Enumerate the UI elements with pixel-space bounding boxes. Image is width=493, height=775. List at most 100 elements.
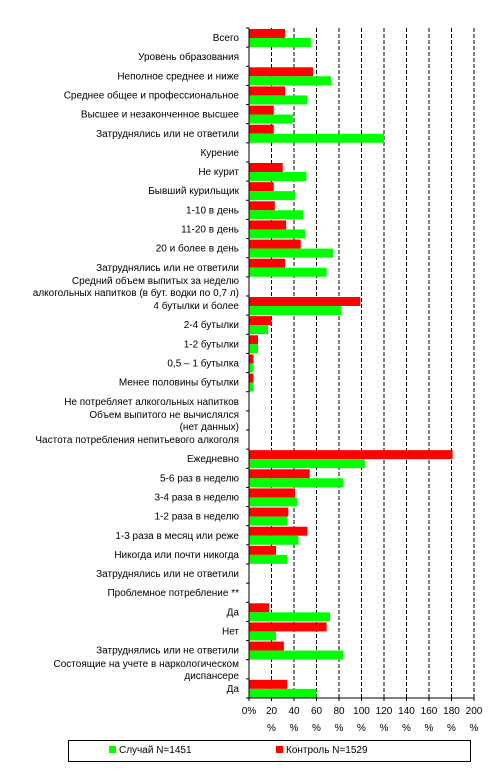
- category-label: 1-10 в день: [186, 205, 239, 216]
- bar-case: [249, 95, 308, 105]
- x-tick-unit: %: [425, 723, 434, 734]
- category-label: Среднее общее и профессиональное: [64, 90, 240, 102]
- bar-case: [249, 612, 330, 622]
- bar-control: [249, 603, 270, 613]
- category-label: Никогда или почти никогда: [114, 550, 239, 561]
- x-tick-label: 60: [311, 706, 323, 717]
- category-label: Высшее и незаконченное высшее: [81, 110, 240, 121]
- category-label: Средний объем выпитых за неделю: [72, 275, 240, 287]
- category-label: 1-3 раза в месяц или реже: [115, 531, 239, 542]
- category-label: Бывший курильщик: [148, 186, 239, 197]
- bar-control: [249, 316, 272, 326]
- bar-case: [249, 631, 276, 641]
- bar-control: [249, 526, 308, 536]
- bar-control: [249, 354, 254, 364]
- bar-case: [249, 497, 298, 507]
- bar-control: [249, 258, 285, 268]
- bar-case: [249, 229, 306, 239]
- bar-control: [249, 201, 275, 211]
- x-tick-unit: %: [380, 723, 389, 734]
- bar-control: [249, 124, 274, 134]
- category-label: Затруднялись или не ответили: [96, 129, 239, 140]
- x-tick-unit: %: [335, 723, 344, 734]
- x-tick-unit: %: [470, 723, 479, 734]
- x-tick-unit: %: [267, 723, 276, 734]
- bar-control: [249, 220, 287, 230]
- category-label: диспансере: [184, 671, 239, 682]
- x-tick-label: 0%: [242, 706, 257, 717]
- bar-control: [249, 641, 284, 651]
- bar-control: [249, 67, 314, 77]
- bar-control: [249, 297, 361, 306]
- bar-control: [249, 507, 289, 517]
- legend-label-case: Случай N=1451: [119, 745, 192, 756]
- category-label: Затруднялись или не ответили: [96, 263, 239, 274]
- category-label: Да: [227, 684, 240, 695]
- x-tick-unit: %: [447, 723, 456, 734]
- bar-case: [249, 76, 332, 86]
- x-tick-label: 160: [421, 706, 438, 717]
- bar-control: [249, 29, 285, 38]
- category-label: Курение: [200, 148, 239, 159]
- legend-item-case: Случай N=1451: [109, 745, 192, 757]
- bar-case: [249, 650, 344, 660]
- category-label: 0,5 – 1 бутылка: [167, 358, 239, 370]
- bar-case: [249, 306, 342, 315]
- bar-case: [249, 248, 334, 258]
- bar-control: [249, 182, 274, 192]
- category-label: 4 бутылки и более: [153, 300, 239, 312]
- legend-label-control: Контроль N=1529: [286, 745, 368, 756]
- category-label: Не потребляет алкогольных напитков: [64, 396, 239, 408]
- bar-case: [249, 114, 293, 124]
- bar-control: [249, 622, 327, 632]
- bar-case: [249, 267, 327, 277]
- bar-case: [249, 133, 384, 143]
- bar-case: [249, 478, 344, 488]
- category-label: 5-6 раз в неделю: [160, 473, 239, 484]
- bar-control: [249, 373, 254, 383]
- category-label: 2-4 бутылки: [184, 319, 239, 331]
- bar-case: [249, 688, 317, 698]
- category-label: алкогольных напитков (в бут. водки по 0,…: [33, 287, 239, 299]
- category-label: Частота потребления непитьевого алкоголя: [35, 434, 239, 446]
- legend-item-control: Контроль N=1529: [276, 745, 368, 757]
- category-label: Уровень образования: [138, 51, 239, 63]
- x-tick-label: 200: [466, 706, 483, 717]
- bar-case: [249, 344, 258, 354]
- bars: [249, 29, 453, 698]
- bar-control: [249, 679, 288, 689]
- category-label: (нет данных): [180, 422, 239, 433]
- bar-case: [249, 38, 311, 47]
- x-tick-label: 120: [376, 706, 393, 717]
- category-label: Не курит: [198, 167, 239, 178]
- x-tick-label: 40: [288, 706, 300, 717]
- category-label: 11-20 в день: [181, 225, 239, 236]
- x-tick-unit: %: [312, 723, 321, 734]
- category-label: 1-2 раза в неделю: [154, 512, 239, 523]
- category-labels: Всего Уровень образования Неполное среднее…: [33, 33, 240, 695]
- bar-case: [249, 172, 307, 181]
- bar-case: [249, 325, 269, 335]
- category-label: Неполное среднее и ниже: [117, 71, 239, 82]
- bar-control: [249, 488, 296, 498]
- category-label: 20 и более в день: [156, 243, 239, 255]
- category-label: Проблемное потребление **: [107, 587, 239, 599]
- bar-control: [249, 545, 276, 555]
- bar-control: [249, 469, 310, 479]
- x-tick-label: 140: [398, 706, 415, 717]
- legend: Случай N=1451 Контроль N=1529: [68, 740, 471, 762]
- bar-case: [249, 554, 288, 564]
- legend-swatch-control: [276, 746, 283, 753]
- bar-case: [249, 459, 365, 469]
- legend-swatch-case: [109, 746, 116, 753]
- category-label: Нет: [222, 627, 239, 638]
- bar-control: [249, 239, 301, 249]
- x-tick-unit: %: [402, 723, 411, 734]
- gridlines: [271, 28, 475, 698]
- x-tick-unit: %: [290, 723, 299, 734]
- bar-control: [249, 450, 453, 460]
- category-label: Ежедневно: [187, 454, 239, 465]
- bar-case: [249, 210, 303, 220]
- bar-case: [249, 516, 288, 526]
